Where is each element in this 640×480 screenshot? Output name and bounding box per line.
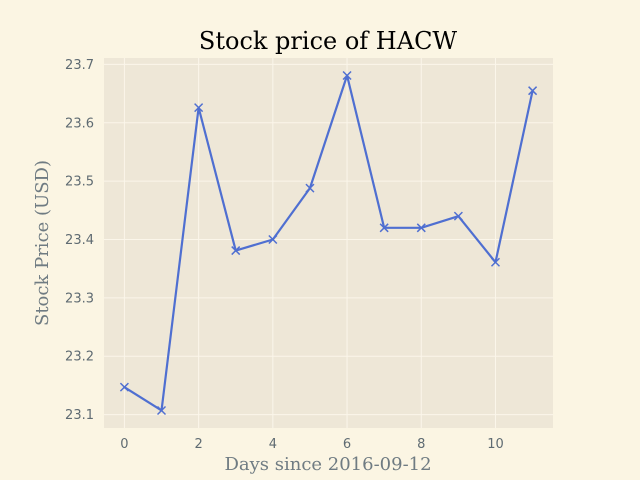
y-axis-ticks: 23.1 23.2 23.3 23.4 23.5 23.6 23.7: [65, 58, 94, 423]
data-point-marker: [156, 405, 167, 416]
series-line: [123, 74, 534, 412]
x-axis-ticks: 0 2 4 6 8 10: [120, 437, 503, 452]
x-tick-label: 0: [120, 437, 128, 452]
x-axis-label: Days since 2016-09-12: [224, 454, 431, 475]
x-tick-label: 6: [343, 437, 351, 452]
y-tick-label: 23.5: [65, 175, 94, 190]
plot-area: [104, 58, 553, 428]
y-tick-label: 23.6: [65, 116, 94, 131]
data-point-markers: [119, 70, 538, 416]
x-tick-label: 10: [487, 437, 504, 452]
x-tick-label: 4: [269, 437, 277, 452]
y-tick-label: 23.3: [65, 291, 94, 306]
data-point-marker: [194, 103, 204, 113]
y-tick-label: 23.2: [65, 350, 94, 365]
y-tick-label: 23.1: [65, 408, 94, 423]
chart-title: Stock price of HACW: [199, 27, 458, 55]
data-point-marker: [231, 246, 241, 256]
data-point-marker: [268, 234, 278, 245]
data-point-marker: [453, 211, 463, 221]
data-point-marker: [305, 183, 315, 193]
data-point-marker: [416, 223, 426, 233]
y-tick-label: 23.4: [65, 233, 94, 248]
data-point-marker: [119, 382, 129, 392]
data-point-marker: [342, 70, 352, 81]
data-point-marker: [490, 257, 501, 267]
x-tick-label: 8: [417, 437, 425, 452]
data-point-marker: [528, 86, 538, 96]
y-axis-label: Stock Price (USD): [32, 160, 53, 326]
data-point-marker: [379, 223, 389, 233]
x-tick-label: 2: [194, 437, 202, 452]
y-tick-label: 23.7: [65, 58, 94, 73]
